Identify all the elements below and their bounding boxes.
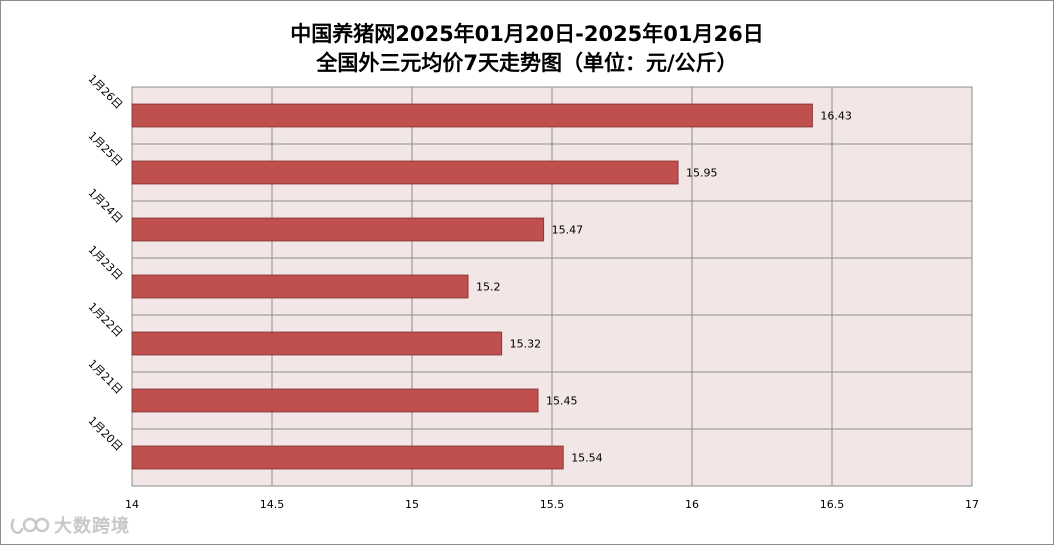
- bar: [131, 103, 813, 128]
- y-category-label: 1月20日: [85, 414, 125, 454]
- bar: [131, 388, 539, 413]
- y-axis-ticks: 1月20日 1月21日 1月22日 1月23日 1月24日 1月25日 1月26日: [85, 72, 125, 454]
- bar: [131, 331, 503, 356]
- data-label: 15.54: [571, 452, 603, 465]
- x-axis-ticks: 14 14.5 15 15.5 16 16.5 17: [125, 498, 979, 511]
- chart-title-line-1: 中国养猪网2025年01月20日-2025年01月26日: [290, 22, 764, 46]
- logo-icon: [10, 517, 50, 535]
- x-tick-label: 15: [405, 498, 419, 511]
- watermark-text: 大数跨境: [54, 516, 130, 537]
- x-tick-label: 16.5: [820, 498, 845, 511]
- bar: [131, 160, 679, 185]
- bars: [131, 103, 813, 470]
- data-label: 15.95: [686, 167, 718, 180]
- data-label: 16.43: [820, 110, 852, 123]
- data-label: 15.32: [510, 338, 541, 351]
- x-tick-label: 14: [125, 498, 139, 511]
- watermark: 大数跨境: [10, 512, 130, 538]
- data-label: 15.45: [546, 395, 578, 408]
- y-category-label: 1月24日: [85, 186, 125, 226]
- bar: [131, 274, 469, 299]
- y-category-label: 1月23日: [85, 243, 125, 283]
- y-category-label: 1月26日: [85, 72, 125, 112]
- data-label: 15.2: [476, 281, 501, 294]
- data-label: 15.47: [552, 224, 584, 237]
- bar: [131, 445, 564, 470]
- x-tick-label: 14.5: [260, 498, 285, 511]
- bar: [131, 217, 545, 242]
- y-category-label: 1月22日: [85, 300, 125, 340]
- y-category-label: 1月25日: [85, 129, 125, 169]
- chart-title-line-2: 全国外三元均价7天走势图（单位：元/公斤）: [315, 51, 737, 75]
- x-tick-label: 17: [965, 498, 979, 511]
- x-tick-label: 16: [685, 498, 699, 511]
- x-tick-label: 15.5: [540, 498, 565, 511]
- data-labels: 15.54 15.45 15.32 15.2 15.47 15.95 16.43: [476, 110, 852, 465]
- y-category-label: 1月21日: [85, 357, 125, 397]
